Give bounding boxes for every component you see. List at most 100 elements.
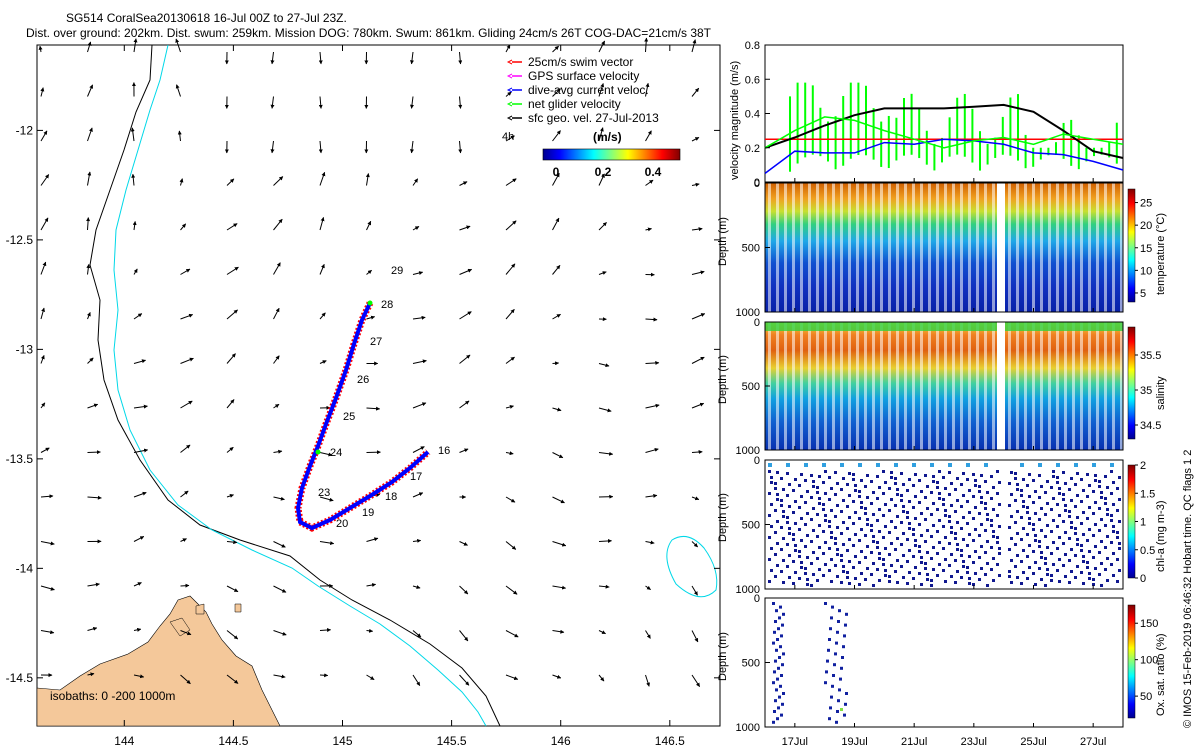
chla-sample <box>1040 556 1043 559</box>
chla-sample <box>834 515 837 518</box>
chla-sample <box>896 537 899 540</box>
map-x-tick-label: 144 <box>114 734 134 748</box>
vector-arrow <box>40 130 48 142</box>
chla-sample <box>956 521 959 524</box>
chla-sample <box>858 490 861 493</box>
chla-sample <box>1056 481 1059 484</box>
chla-sample <box>1092 490 1095 493</box>
chla-colorbar-label: chl-a (mg m-3) <box>1155 500 1167 572</box>
chla-sample <box>860 501 863 504</box>
vector-arrow <box>273 541 286 548</box>
chla-sample <box>924 518 927 521</box>
chla-sample <box>1032 479 1035 482</box>
chla-sample <box>894 463 898 467</box>
chla-sample <box>822 530 825 533</box>
chla-sample <box>1050 486 1053 489</box>
vector-arrow <box>226 630 239 640</box>
chla-sample <box>1076 538 1079 541</box>
vector-arrow <box>180 313 194 320</box>
chla-sample <box>986 584 989 587</box>
chla-sample <box>896 515 899 518</box>
velocity-panel: 0 0.2 0.4 0.6 0.8 velocity magnitude (m/s) <box>729 40 1124 189</box>
chla-sample <box>812 507 815 510</box>
chla-sample <box>800 561 803 564</box>
colorbar-tick-label: 35 <box>1140 385 1152 397</box>
chla-sample <box>1086 495 1089 498</box>
chla-sample <box>1112 503 1115 506</box>
chla-sample <box>1028 522 1031 525</box>
oxygen-sample <box>830 616 833 620</box>
map-y-tick-label: -14 <box>16 561 34 575</box>
chla-sample <box>1098 480 1101 483</box>
chla-sample <box>890 564 893 567</box>
vector-arrow <box>505 451 514 456</box>
chla-sample <box>806 490 809 493</box>
oxygen-sample <box>830 695 833 699</box>
chla-sample <box>978 556 981 559</box>
oxygen-sample <box>833 663 836 667</box>
chla-sample <box>1044 584 1047 587</box>
chla-sample <box>882 563 885 566</box>
chla-sample <box>888 509 891 512</box>
chla-sample <box>794 571 797 574</box>
oxygen-sample <box>774 659 777 663</box>
chla-depth-label: Depth (m) <box>717 493 729 542</box>
chla-sample <box>1068 510 1071 513</box>
salinity-panel: 0 500 1000 34.5 35 35.5 Depth (m) salinity <box>717 317 1167 457</box>
vector-arrow <box>319 171 326 186</box>
oxygen-sample <box>843 713 846 717</box>
chla-sample <box>972 473 975 476</box>
chla-sample <box>930 584 933 587</box>
chla-sample <box>960 549 963 552</box>
chla-sample <box>1070 526 1073 529</box>
chla-sample <box>882 514 885 517</box>
vector-arrow <box>273 176 284 186</box>
chla-sample <box>1100 491 1103 494</box>
vector-arrow <box>505 541 517 550</box>
chla-sample <box>1064 553 1067 556</box>
chla-sample <box>1074 483 1077 486</box>
vector-arrow <box>40 494 54 499</box>
chla-sample <box>836 575 839 578</box>
chla-sample <box>1052 519 1055 522</box>
chla-sample <box>872 584 875 587</box>
oxygen-sample <box>782 652 785 656</box>
colorbar-tick-label: 25 <box>1140 198 1152 210</box>
chla-sample <box>896 488 899 491</box>
chla-sample <box>788 576 791 579</box>
chla-sample <box>1076 565 1079 568</box>
vector-arrow <box>552 674 562 679</box>
chla-sample <box>1110 541 1113 544</box>
vector-arrow <box>273 585 287 593</box>
chla-sample <box>1092 463 1096 467</box>
time-tick-label: 21Jul <box>901 736 927 748</box>
chla-sample <box>998 574 1001 577</box>
chla-sample <box>774 482 777 485</box>
chla-sample <box>1100 584 1103 587</box>
chla-sample <box>956 548 959 551</box>
chla-sample <box>1028 495 1031 498</box>
vector-arrow <box>273 674 286 679</box>
velocity-y-tick-label: 0.6 <box>745 74 760 86</box>
vector-arrow <box>412 538 422 543</box>
chla-sample <box>1022 478 1025 481</box>
chla-sample <box>888 487 891 490</box>
oxygen-sample <box>774 620 777 623</box>
colorbar-tick-label: 2 <box>1140 460 1146 472</box>
vector-arrow <box>180 490 189 498</box>
chla-sample <box>974 479 977 482</box>
depth-tick-label: 500 <box>742 381 760 393</box>
vector-arrow <box>552 629 565 634</box>
chla-sample <box>962 494 965 497</box>
vector-arrow <box>133 38 138 53</box>
vector-arrow <box>645 674 650 687</box>
vector-arrow <box>691 585 698 596</box>
vector-arrow <box>505 496 516 503</box>
chla-sample <box>846 527 849 530</box>
chla-sample <box>1052 541 1055 544</box>
vector-arrow <box>318 96 323 109</box>
chla-sample <box>798 555 801 558</box>
chla-sample <box>980 474 983 477</box>
chla-sample <box>798 528 801 531</box>
oxygen-sample <box>772 720 775 724</box>
